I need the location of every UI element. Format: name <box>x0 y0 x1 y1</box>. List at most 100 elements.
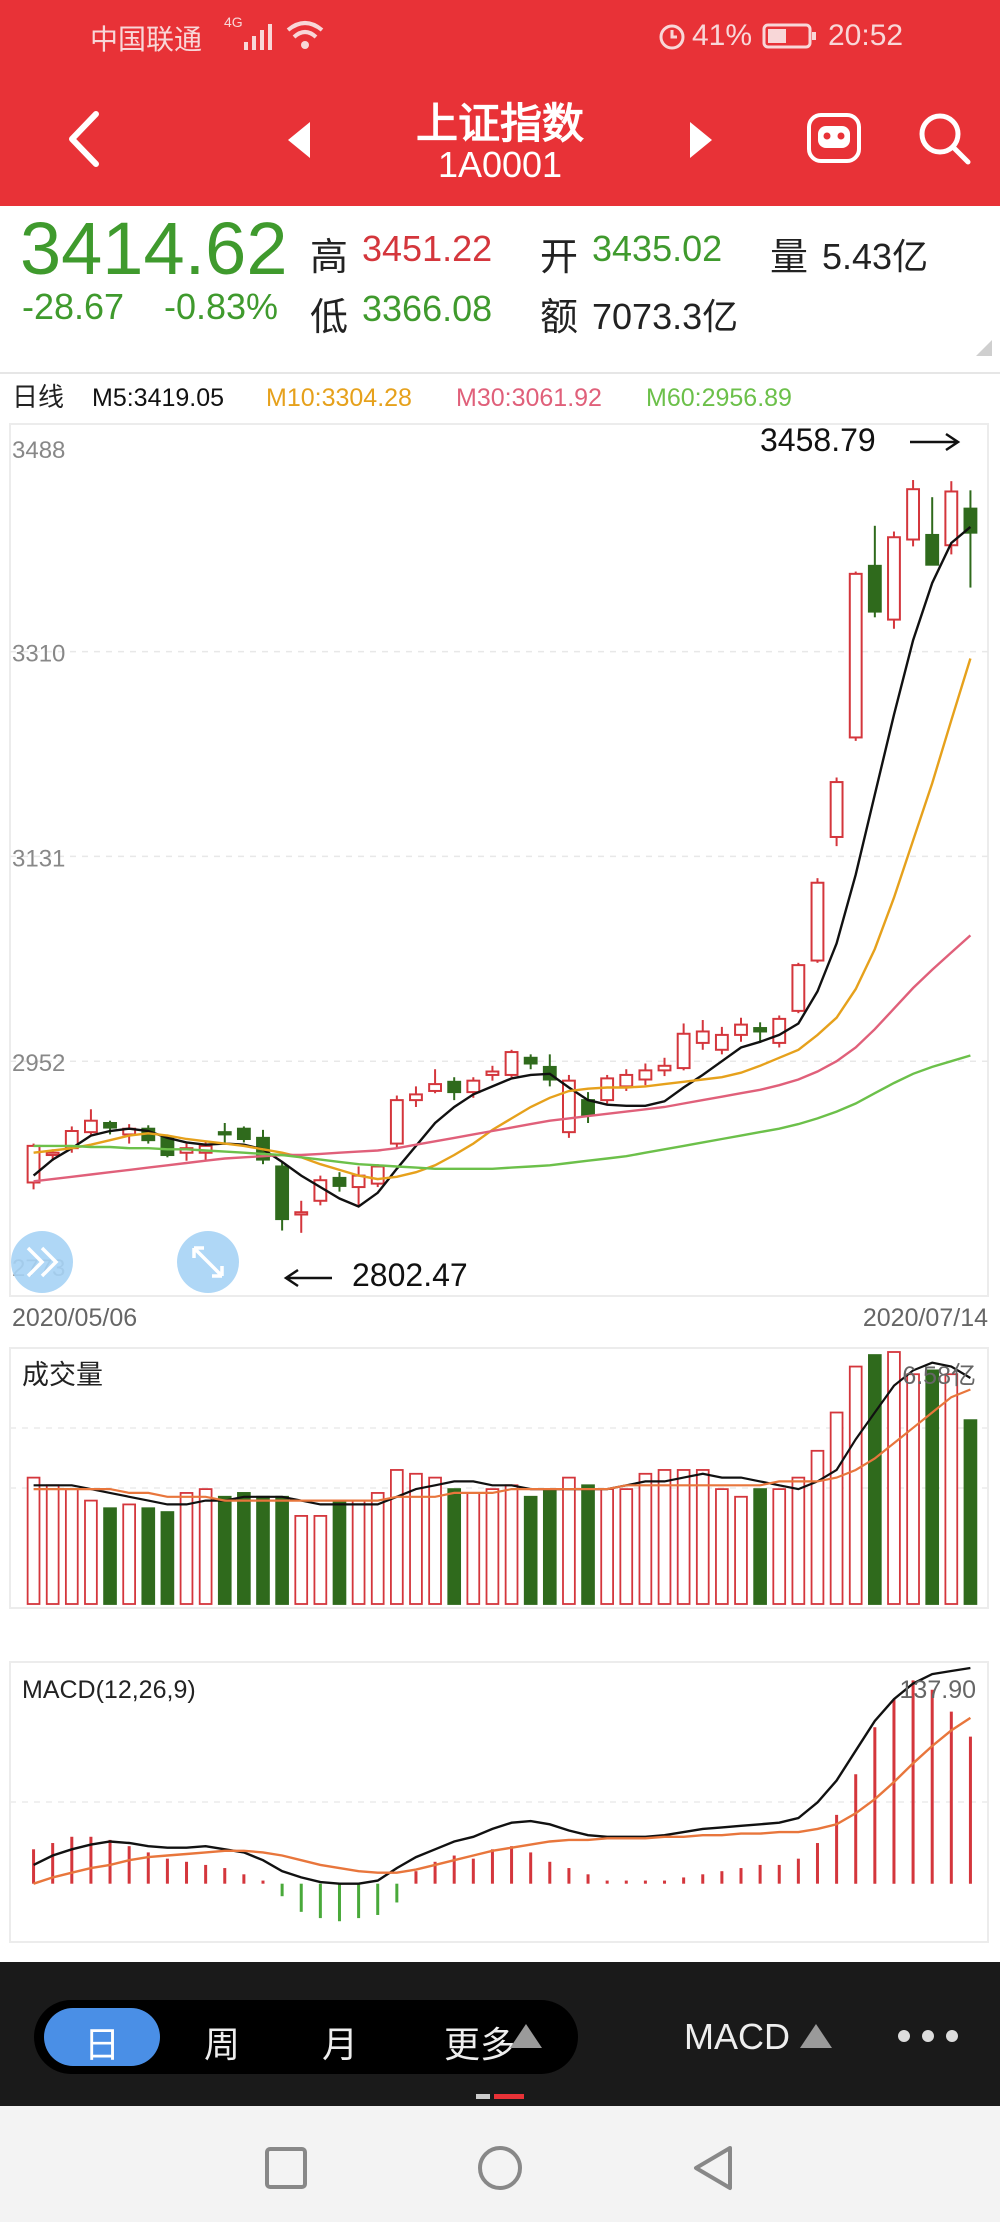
tab-more[interactable]: 更多 <box>443 2025 516 2066</box>
candle <box>217 1122 232 1144</box>
volume-bar <box>734 1495 748 1605</box>
candle <box>638 1063 653 1086</box>
robot-icon[interactable] <box>806 112 862 164</box>
volume-bar <box>217 1495 232 1605</box>
volume-bar <box>313 1515 328 1605</box>
candle <box>485 1065 500 1081</box>
volume-bar <box>906 1373 920 1605</box>
candle <box>906 480 921 547</box>
page-indicator-active <box>494 2094 524 2099</box>
back-icon[interactable] <box>64 108 104 170</box>
back-nav-icon[interactable] <box>690 2144 734 2192</box>
volume-bar <box>810 1449 825 1605</box>
last-price: 3414.62 <box>20 207 288 290</box>
quote-panel: 3414.62 -28.67 -0.83% 高 3451.22 低 3366.0… <box>0 206 1000 366</box>
y-tick-label: 2952 <box>12 1050 65 1077</box>
alarm-icon <box>659 24 685 50</box>
fullscreen-button[interactable] <box>177 1231 239 1293</box>
volume-label: 量 <box>770 235 809 279</box>
volume-bar <box>638 1472 653 1605</box>
volume-ma10-line <box>33 1388 971 1502</box>
amount-label: 额 <box>540 295 579 339</box>
volume-bar <box>523 1495 538 1605</box>
volume-bar <box>409 1472 423 1605</box>
volume-ma-lines <box>33 1361 971 1506</box>
volume-bar <box>944 1373 959 1605</box>
open-label: 开 <box>540 235 579 279</box>
network-type: 4G <box>224 14 243 30</box>
volume-ma5-line <box>33 1361 971 1506</box>
security-code: 1A0001 <box>437 144 563 185</box>
tab-day[interactable]: 日 <box>83 2025 120 2066</box>
volume-bar <box>332 1499 347 1605</box>
carrier-label: 中国联通 <box>90 23 203 56</box>
volume-bars <box>26 1351 978 1605</box>
candle <box>447 1077 462 1101</box>
tab-week[interactable]: 周 <box>203 2025 240 2066</box>
candle <box>236 1126 251 1143</box>
high-value: 3451.22 <box>362 228 493 269</box>
volume-bar <box>428 1476 442 1605</box>
macd-histogram <box>32 1680 972 1922</box>
fast-forward-button[interactable] <box>11 1231 73 1293</box>
kline-chart[interactable]: 日线 M5:3419.05 M10:3304.28 M30:3061.92 M6… <box>0 372 1000 1962</box>
candle <box>925 497 940 566</box>
high-label: 高 <box>310 235 349 279</box>
volume-bar <box>141 1507 156 1605</box>
volume-bar <box>45 1484 60 1605</box>
y-tick-label: 3488 <box>12 437 65 464</box>
prev-icon[interactable] <box>286 120 312 160</box>
volume-bar <box>466 1492 481 1605</box>
volume-title: 成交量 <box>22 1360 103 1391</box>
candle <box>695 1020 710 1050</box>
macd-title: MACD(12,26,9) <box>22 1676 196 1704</box>
volume-bar <box>294 1515 309 1605</box>
volume-bar <box>64 1488 79 1605</box>
battery-icon <box>762 23 816 49</box>
ma-line-m60 <box>33 1054 971 1170</box>
tab-month[interactable]: 月 <box>321 2025 358 2066</box>
x-start-date: 2020/05/06 <box>12 1304 137 1332</box>
volume-bar <box>562 1476 576 1605</box>
home-icon[interactable] <box>476 2144 524 2192</box>
ma60-legend: M60:2956.89 <box>646 384 792 412</box>
indicator-up-icon <box>800 2024 832 2048</box>
wifi-icon <box>286 21 324 49</box>
recents-icon[interactable] <box>264 2146 308 2190</box>
system-nav-bar <box>0 2106 1000 2222</box>
ma5-legend: M5:3419.05 <box>92 384 224 412</box>
page-indicator-dot <box>476 2094 490 2099</box>
candle <box>848 571 863 741</box>
candle <box>409 1086 423 1107</box>
min-price-label: 2802.47 <box>352 1257 468 1293</box>
volume-bar <box>26 1476 41 1605</box>
volume-bar <box>695 1469 710 1605</box>
more-options-icon[interactable] <box>896 2028 960 2044</box>
candle <box>561 1074 576 1138</box>
volume-bar <box>581 1484 595 1605</box>
candle <box>294 1200 309 1233</box>
candle <box>791 962 806 1014</box>
x-end-date: 2020/07/14 <box>863 1304 988 1332</box>
candle <box>389 1095 404 1149</box>
max-price-label: 3458.79 <box>760 422 876 458</box>
volume-bar <box>237 1492 251 1605</box>
expand-icon <box>192 1246 224 1278</box>
indicator-selector[interactable]: MACD <box>684 2016 790 2057</box>
candle <box>275 1161 290 1231</box>
next-icon[interactable] <box>688 120 714 160</box>
expand-corner-icon[interactable] <box>976 340 992 356</box>
candle <box>600 1074 615 1104</box>
volume-bar <box>829 1411 844 1605</box>
volume-max-label: 6.58亿 <box>902 1362 976 1390</box>
macd-dif-line <box>33 1666 971 1885</box>
volume-bar <box>791 1476 806 1605</box>
search-icon[interactable] <box>916 110 972 166</box>
volume-bar <box>657 1469 672 1605</box>
macd-max-label: 137.90 <box>900 1676 976 1704</box>
candle <box>370 1164 385 1188</box>
battery-percent: 41% <box>692 19 753 52</box>
price-change-percent: -0.83% <box>164 286 279 327</box>
volume-bar <box>447 1488 462 1605</box>
volume-bar <box>868 1354 882 1605</box>
